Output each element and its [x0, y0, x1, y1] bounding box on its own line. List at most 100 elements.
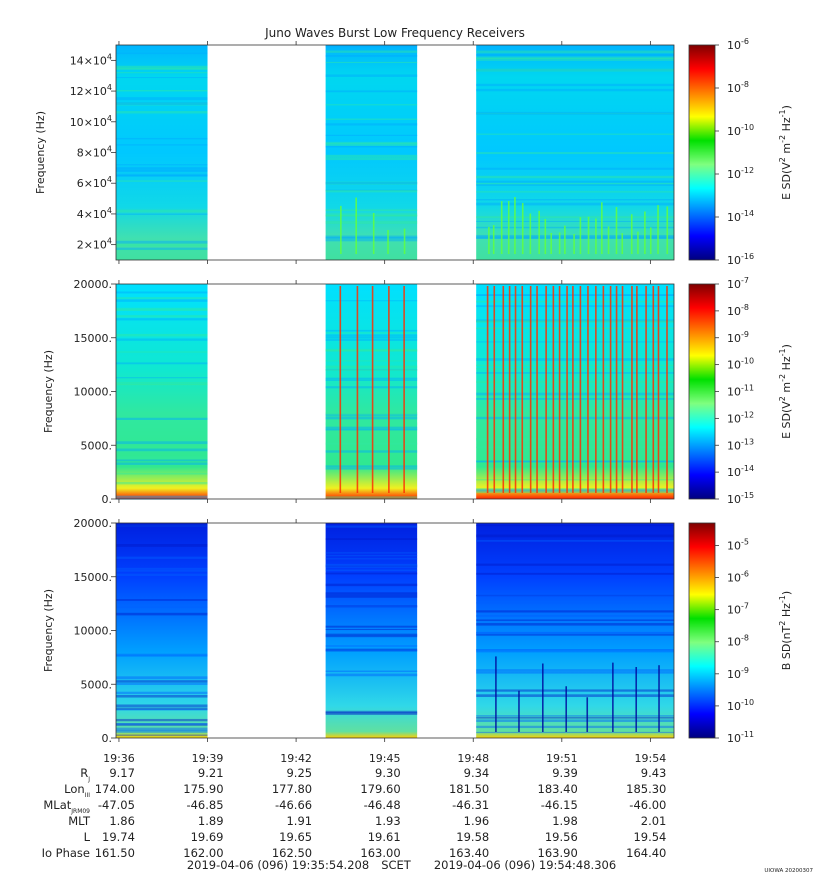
spectral-band [325, 181, 418, 185]
ephemeris-table: RJ 9.17 9.21 9.25 9.30 9.34 9.39 9.43 LonIII 174.… [42, 766, 667, 860]
colorbar-tick-exponent: -11 [741, 384, 754, 393]
spectral-band [476, 216, 674, 219]
spectral-band [476, 633, 674, 636]
ephemeris-row-label: LonIII [64, 782, 90, 799]
y-tick-multiplier: ×10 [84, 54, 107, 67]
spectral-band [325, 426, 418, 430]
spectral-band [325, 338, 418, 341]
y-tick-exponent: 4 [107, 83, 112, 92]
colorbar-tick-base: 10 [727, 278, 741, 291]
y-tick-mantissa: 12 [70, 85, 84, 98]
colorbar-tick-label: 10-10 [727, 698, 754, 713]
colorbar-label-part: -2 [778, 374, 787, 382]
colorbar-tick-exponent: -12 [741, 410, 754, 419]
ephemeris-value: 181.50 [449, 782, 489, 796]
colorbar-tick-base: 10 [727, 636, 741, 649]
spectral-band [116, 243, 208, 246]
colorbar-tick-label: 10-14 [727, 209, 754, 224]
colorbar-tick-exponent: -11 [741, 730, 754, 739]
spectral-band [325, 134, 418, 137]
colorbar-tick-label: 10-5 [727, 537, 749, 552]
colorbar-tick-exponent: -9 [741, 666, 749, 675]
y-tick-multiplier: ×10 [84, 116, 107, 129]
spectral-band [116, 249, 208, 251]
colorbar-tick-exponent: -15 [741, 491, 754, 500]
y-tick-label: 10×104 [70, 114, 112, 129]
spectral-band [116, 682, 208, 685]
spectral-band [325, 379, 418, 381]
spectral-band [476, 319, 674, 323]
colorbar-tick-base: 10 [727, 732, 741, 745]
x-axis: 19:36 19:39 19:42 19:45 19:48 19:51 19:54 [103, 752, 666, 765]
y-tick-multiplier: ×10 [84, 85, 107, 98]
spectral-band [116, 450, 208, 453]
y-tick-exponent: 4 [107, 145, 112, 154]
spectral-band [325, 710, 418, 714]
spectral-band [116, 307, 208, 311]
y-tick-label: 12×104 [70, 83, 112, 98]
spectral-band [476, 694, 674, 697]
footer-scet-label: SCET [381, 858, 412, 872]
spectral-band [116, 707, 208, 710]
spectral-band [325, 670, 418, 672]
spectral-band [325, 467, 418, 470]
spectral-band [476, 68, 674, 72]
ephemeris-value: 2.01 [641, 814, 667, 828]
spectral-band [476, 53, 674, 57]
spectral-band [116, 680, 208, 683]
spectral-band [116, 180, 208, 182]
y-tick-mantissa: 6 [77, 177, 84, 190]
spectral-band [325, 525, 418, 528]
spectral-band [476, 421, 674, 423]
colorbar-tick-exponent: -6 [741, 570, 749, 579]
colorbar-label-part: 2 [778, 396, 787, 401]
ephemeris-row-label: MLatJRM09 [43, 798, 90, 815]
ephemeris-value: -47.05 [98, 798, 135, 812]
spectral-band [116, 164, 208, 166]
spectral-band [325, 565, 418, 567]
spectral-band [325, 329, 418, 332]
ephemeris-label-text: L [84, 830, 91, 844]
credit-label: UIOWA 20200307 [764, 868, 813, 874]
ephemeris-value: 185.30 [626, 782, 666, 796]
spectral-band [325, 386, 418, 389]
spectral-band [116, 441, 208, 445]
y-tick-exponent: 4 [107, 206, 112, 215]
spectral-band [116, 168, 208, 172]
colorbar-tick-label: 10-11 [727, 730, 754, 745]
y-tick-label: 15000. [74, 332, 113, 345]
ephemeris-value: 162.50 [272, 846, 312, 860]
colorbar-tick-base: 10 [727, 211, 741, 224]
spectral-band [325, 416, 418, 420]
ephemeris-value: 175.90 [183, 782, 223, 796]
spectral-band [476, 182, 674, 185]
spectrogram-block [325, 523, 418, 738]
x-tick-label: 19:45 [369, 752, 401, 765]
spectral-band [325, 104, 418, 106]
spectral-band [116, 481, 208, 485]
spectral-band [325, 569, 418, 572]
spectral-band [476, 175, 674, 179]
colorbar-tick-label: 10-9 [727, 330, 749, 345]
x-tick-label: 19:39 [192, 752, 224, 765]
panel-2: 0. 5000. 10000. 15000. 20000. Frequency (Hz) 1… [42, 276, 793, 506]
chart-title: Juno Waves Burst Low Frequency Receivers [264, 26, 525, 40]
spectral-band [116, 318, 208, 321]
footer: 2019-04-06 (096) 19:35:54.208 SCET 2019-… [187, 858, 814, 874]
ephemeris-value: 1.89 [198, 814, 224, 828]
spectral-band [325, 538, 418, 540]
y-axis-label: Frequency (Hz) [42, 350, 55, 433]
spectral-band [116, 382, 208, 385]
colorbar-tick-label: 10-9 [727, 666, 749, 681]
spectral-band [476, 180, 674, 183]
ephemeris-value: 9.30 [375, 766, 401, 780]
spectral-band [325, 348, 418, 352]
spectral-band [476, 632, 674, 635]
ephemeris-value: 9.34 [464, 766, 490, 780]
spectral-band [476, 719, 674, 722]
y-axis-label: Frequency (Hz) [34, 111, 47, 194]
colorbar-tick-exponent: -10 [741, 357, 754, 366]
ephemeris-value: 179.60 [360, 782, 400, 796]
panels: 2×1044×1046×1048×10410×10412×10414×104Fr… [34, 37, 793, 745]
spectral-band [476, 631, 674, 634]
